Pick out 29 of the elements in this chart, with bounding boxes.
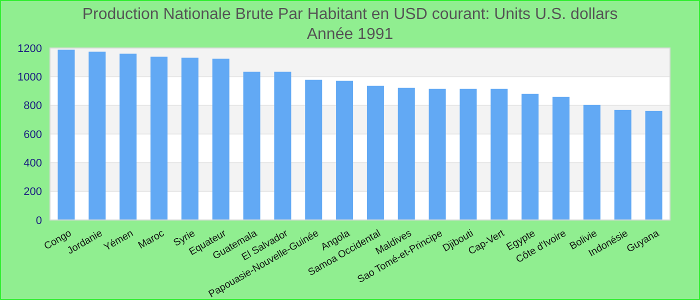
bar bbox=[366, 86, 384, 220]
bar bbox=[274, 72, 292, 220]
bar bbox=[645, 110, 662, 220]
y-tick-label: 400 bbox=[24, 158, 42, 170]
bar bbox=[150, 56, 168, 220]
bar bbox=[428, 88, 446, 220]
bar bbox=[490, 88, 508, 220]
chart-title: Production Nationale Brute Par Habitant en USD courant: Units U.S. dollars bbox=[82, 6, 618, 23]
bar bbox=[181, 58, 198, 220]
bar bbox=[212, 58, 230, 220]
bar bbox=[88, 52, 106, 220]
y-tick-label: 1000 bbox=[18, 72, 42, 84]
y-tick-label: 800 bbox=[24, 100, 42, 112]
bar bbox=[614, 110, 632, 220]
bar bbox=[460, 88, 477, 220]
bar bbox=[336, 80, 354, 220]
chart-subtitle: Année 1991 bbox=[306, 26, 394, 43]
bar bbox=[58, 50, 75, 220]
y-tick-label: 200 bbox=[24, 186, 42, 198]
y-tick-label: 600 bbox=[24, 128, 42, 141]
bar bbox=[243, 72, 260, 220]
bar bbox=[522, 94, 539, 220]
y-tick-label: 1200 bbox=[18, 42, 42, 55]
bar bbox=[120, 54, 137, 220]
bar bbox=[305, 80, 322, 220]
y-tick-label: 0 bbox=[36, 214, 42, 227]
bar bbox=[398, 88, 415, 220]
bar bbox=[583, 104, 600, 220]
bar bbox=[552, 96, 570, 220]
